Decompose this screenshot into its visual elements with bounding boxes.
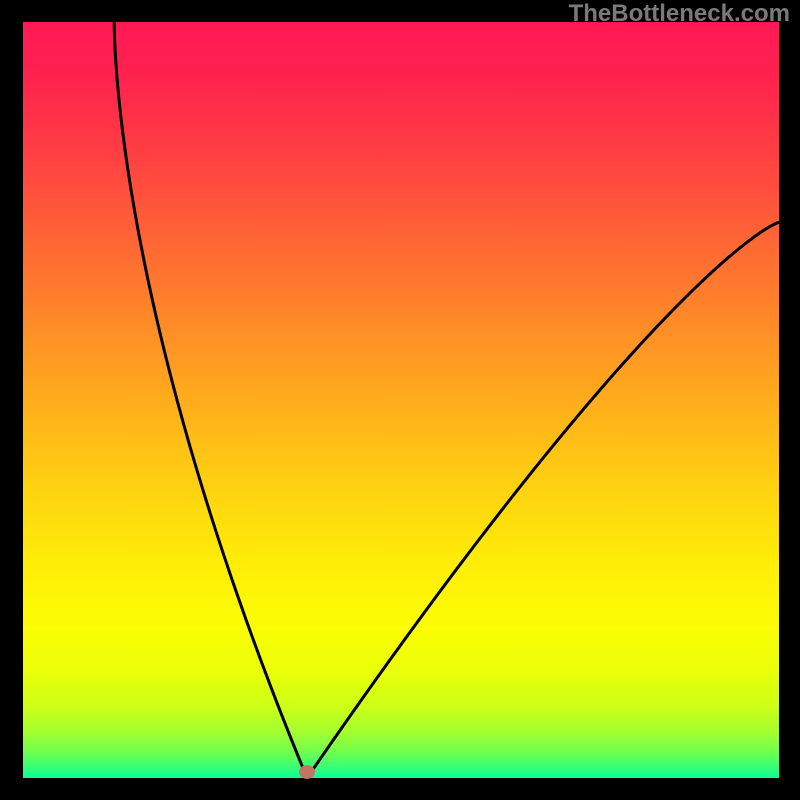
- gradient-plot-area: [23, 22, 779, 778]
- chart-container: TheBottleneck.com: [0, 0, 800, 800]
- watermark-text: TheBottleneck.com: [569, 0, 790, 28]
